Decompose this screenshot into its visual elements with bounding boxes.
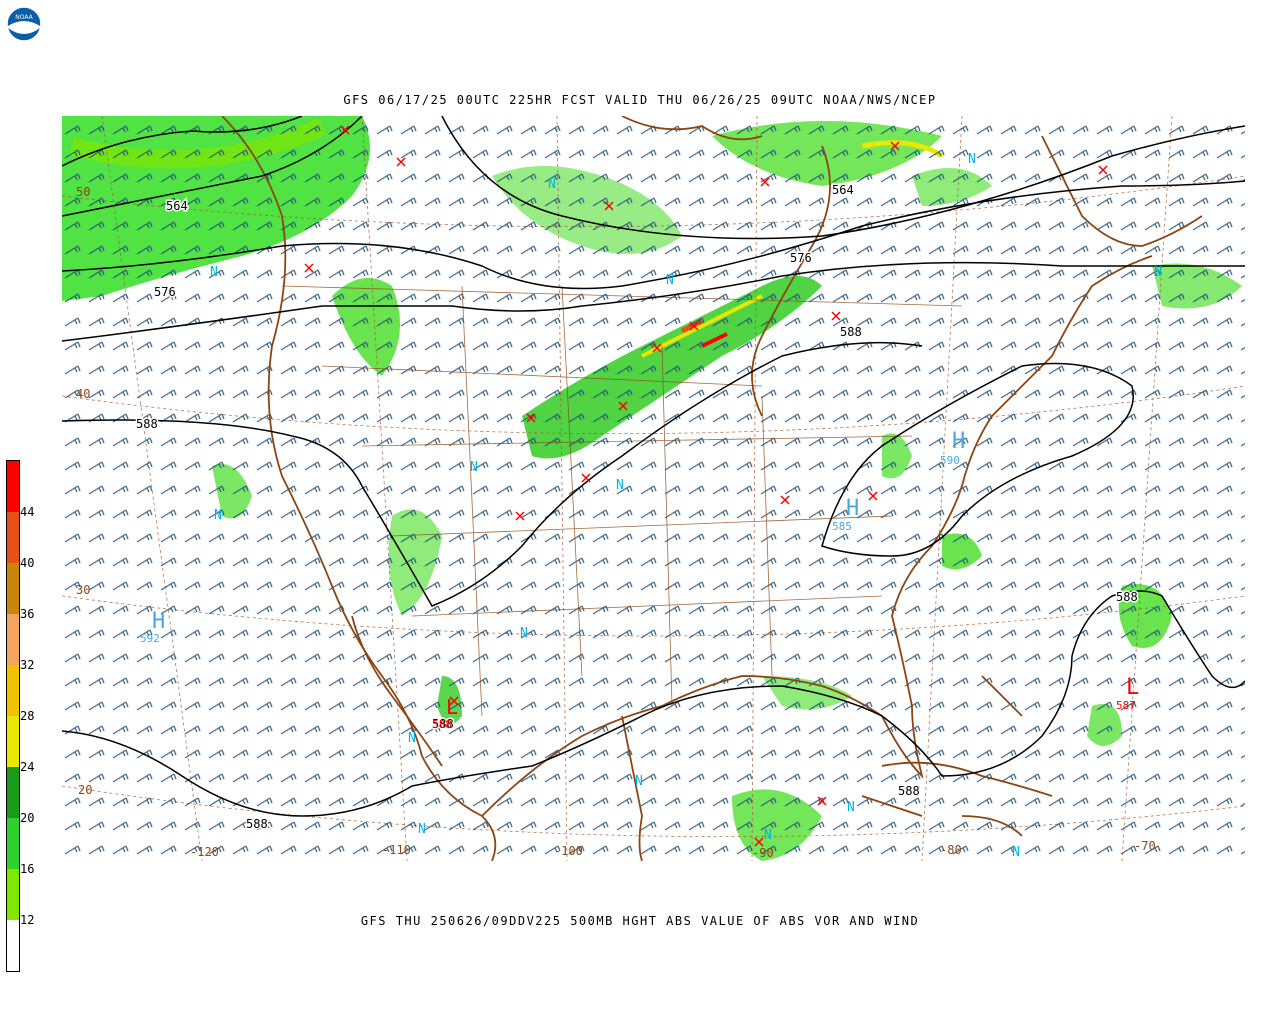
n-marker: N — [968, 152, 976, 167]
forecast-title: GFS 06/17/25 00UTC 225HR FCST VALID THU … — [343, 93, 937, 107]
contour-label: 576 — [790, 251, 812, 265]
n-marker: N — [764, 828, 772, 843]
contour-label: 588 — [898, 784, 920, 798]
scale-swatch — [7, 716, 19, 767]
longitude-label: -110 — [382, 843, 411, 857]
longitude-label: -120 — [190, 845, 219, 859]
n-marker: N — [210, 265, 218, 280]
low-pressure-value: 588 — [432, 718, 452, 731]
latitude-label: 20 — [78, 783, 92, 797]
low-pressure-marker: L — [446, 695, 458, 719]
weather-map: 50 40 30 20 -120 -110 -100 -90 -80 -70 5… — [62, 116, 1245, 861]
contour-label: 588 — [1116, 590, 1138, 604]
product-description: GFS THU 250626/09DDV225 500MB HGHT ABS V… — [360, 914, 920, 928]
scale-swatch — [7, 665, 19, 716]
n-marker: N — [548, 177, 556, 192]
scale-label: 12 — [20, 913, 35, 927]
contour-label: 564 — [832, 183, 854, 197]
high-pressure-marker: H — [952, 429, 965, 454]
latitude-label: 30 — [76, 583, 90, 597]
high-pressure-value: 590 — [940, 454, 960, 467]
high-pressure-marker: H — [846, 496, 859, 521]
n-marker: N — [635, 774, 643, 789]
scale-label: 28 — [20, 709, 35, 723]
high-pressure-marker: H — [152, 609, 165, 634]
scale-swatch — [7, 512, 19, 563]
n-marker: N — [1012, 845, 1020, 860]
latitude-label: 40 — [76, 387, 90, 401]
scale-swatch — [7, 818, 19, 869]
high-pressure-value: 585 — [832, 520, 852, 533]
height-contours — [62, 116, 1245, 817]
longitude-label: -70 — [1134, 839, 1156, 853]
scale-label: 24 — [20, 760, 35, 774]
coastlines — [221, 116, 1203, 861]
longitude-label: -80 — [940, 843, 962, 857]
contour-label: 588 — [246, 817, 268, 831]
n-marker: N — [214, 508, 222, 523]
wind-barbs — [62, 116, 1245, 861]
scale-swatch — [7, 869, 19, 920]
n-marker: N — [470, 460, 478, 475]
scale-label: 40 — [20, 556, 35, 570]
contour-label: 588 — [136, 417, 158, 431]
low-pressure-value: 587 — [1116, 699, 1136, 712]
scale-label: 20 — [20, 811, 35, 825]
contour-label: 564 — [166, 199, 188, 213]
n-marker: N — [408, 731, 416, 746]
longitude-label: -90 — [752, 846, 774, 860]
contour-label: 588 — [840, 325, 862, 339]
n-marker: N — [847, 800, 855, 815]
n-marker: N — [418, 822, 426, 837]
scale-label: 36 — [20, 607, 35, 621]
n-marker: N — [1154, 265, 1162, 280]
scale-swatch — [7, 563, 19, 614]
n-marker: N — [666, 273, 674, 288]
n-marker: N — [520, 626, 528, 641]
low-pressure-marker: L — [1126, 675, 1139, 700]
latitude-label: 50 — [76, 185, 90, 199]
longitude-label: -100 — [554, 844, 583, 858]
contour-label: 576 — [154, 285, 176, 299]
scale-label: 32 — [20, 658, 35, 672]
color-scale — [6, 460, 20, 972]
high-pressure-value: 592 — [140, 632, 160, 645]
scale-label: 44 — [20, 505, 35, 519]
n-marker: N — [616, 478, 624, 493]
scale-swatch — [7, 920, 19, 971]
logo-text: NOAA — [15, 14, 33, 21]
scale-swatch — [7, 461, 19, 512]
scale-swatch — [7, 614, 19, 665]
scale-swatch — [7, 767, 19, 818]
noaa-logo: NOAA — [6, 6, 42, 42]
political-boundaries — [281, 285, 963, 717]
contour-label: 588 — [432, 717, 454, 731]
scale-label: 16 — [20, 862, 35, 876]
vorticity-max-markers — [304, 125, 1108, 847]
